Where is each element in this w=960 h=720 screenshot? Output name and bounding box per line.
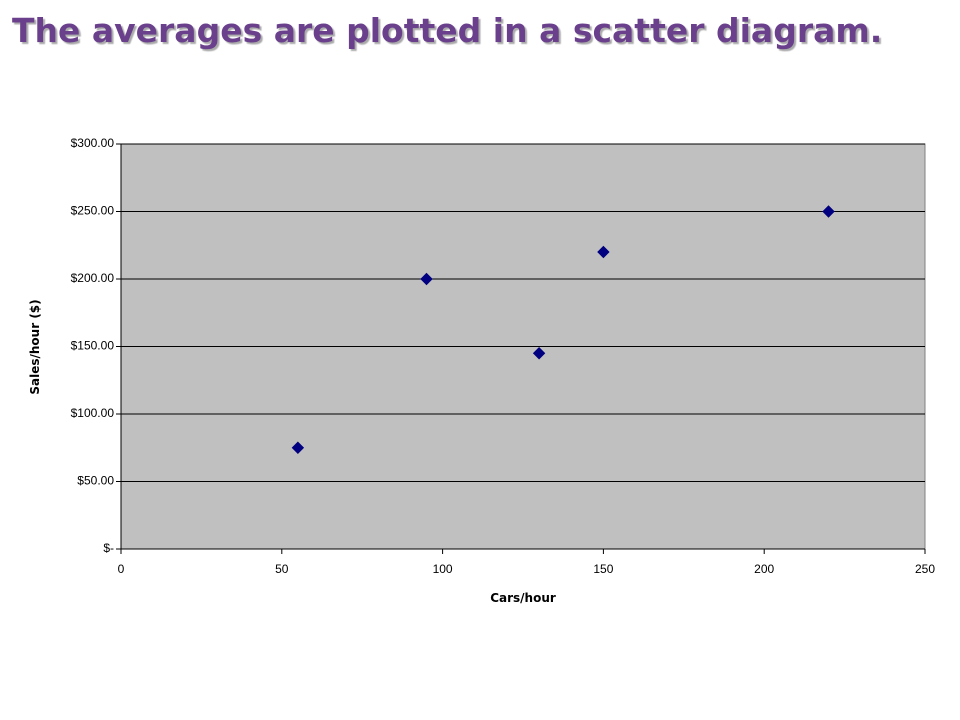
y-axis-label: Sales/hour ($) bbox=[28, 299, 42, 394]
x-tick-label: 0 bbox=[118, 562, 125, 576]
x-tick-label: 100 bbox=[433, 562, 453, 576]
x-axis-label: Cars/hour bbox=[490, 591, 556, 605]
y-tick-label: $50.00 bbox=[77, 474, 114, 488]
x-tick-label: 50 bbox=[275, 562, 289, 576]
point bbox=[532, 347, 546, 360]
slide-title: The averages are plotted in a scatter di… bbox=[12, 11, 882, 50]
point bbox=[822, 205, 835, 218]
point bbox=[420, 272, 433, 286]
y-tick-label: $250.00 bbox=[71, 204, 115, 218]
x-tick-label: 250 bbox=[915, 562, 935, 576]
point bbox=[597, 245, 610, 259]
y-tick-label: $- bbox=[103, 541, 114, 555]
point bbox=[291, 441, 305, 454]
x-tick-label: 150 bbox=[593, 562, 613, 576]
y-tick-label: $300.00 bbox=[71, 136, 115, 150]
y-tick-label: $100.00 bbox=[71, 406, 115, 420]
y-tick-label: $200.00 bbox=[71, 271, 115, 285]
y-tick-label: $150.00 bbox=[71, 339, 115, 353]
x-tick-label: 200 bbox=[754, 562, 774, 576]
